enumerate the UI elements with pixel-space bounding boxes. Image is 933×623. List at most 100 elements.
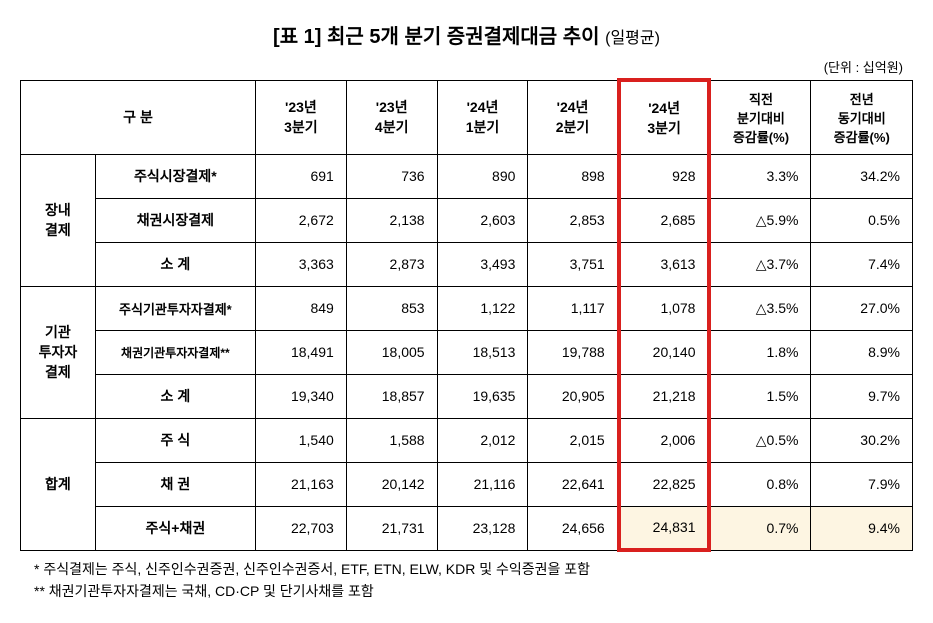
cell: 18,513 — [437, 330, 528, 374]
cell: 7.9% — [811, 462, 913, 506]
table-title: [표 1] 최근 5개 분기 증권결제대금 추이 (일평균) — [20, 20, 913, 49]
header-q5: '24년 3분기 — [619, 80, 710, 154]
cell: 3,363 — [256, 242, 347, 286]
cell: 18,005 — [346, 330, 437, 374]
cell: 3,751 — [528, 242, 619, 286]
row-label: 주식시장결제* — [95, 154, 255, 198]
table-row: 소 계 3,363 2,873 3,493 3,751 3,613 △3.7% … — [21, 242, 913, 286]
group-total: 합계 — [21, 418, 96, 550]
row-label: 소 계 — [95, 374, 255, 418]
header-q4: '24년 2분기 — [528, 80, 619, 154]
cell: 19,788 — [528, 330, 619, 374]
cell: 2,853 — [528, 198, 619, 242]
cell: 21,116 — [437, 462, 528, 506]
cell: 2,015 — [528, 418, 619, 462]
cell: 1,122 — [437, 286, 528, 330]
header-category: 구 분 — [21, 80, 256, 154]
header-q1: '23년 3분기 — [256, 80, 347, 154]
group-institutional: 기관 투자자 결제 — [21, 286, 96, 418]
row-label: 채 권 — [95, 462, 255, 506]
row-label: 소 계 — [95, 242, 255, 286]
cell: 736 — [346, 154, 437, 198]
cell: 18,857 — [346, 374, 437, 418]
cell: 691 — [256, 154, 347, 198]
footnote-1: * 주식결제는 주식, 신주인수권증권, 신주인수권증서, ETF, ETN, … — [34, 558, 913, 580]
row-label: 주식기관투자자결제* — [95, 286, 255, 330]
cell: 21,731 — [346, 506, 437, 550]
table-row: 소 계 19,340 18,857 19,635 20,905 21,218 1… — [21, 374, 913, 418]
cell: 2,012 — [437, 418, 528, 462]
cell-highlight: 20,140 — [619, 330, 710, 374]
cell: 890 — [437, 154, 528, 198]
row-label: 채권기관투자자결제** — [95, 330, 255, 374]
group-onexchange: 장내 결제 — [21, 154, 96, 286]
table-row: 채권기관투자자결제** 18,491 18,005 18,513 19,788 … — [21, 330, 913, 374]
title-sub: (일평균) — [605, 30, 660, 47]
cell-highlight: 3,613 — [619, 242, 710, 286]
cell-highlight: 2,685 — [619, 198, 710, 242]
cell: △5.9% — [709, 198, 810, 242]
cell: 30.2% — [811, 418, 913, 462]
cell: 1,117 — [528, 286, 619, 330]
cell: 9.7% — [811, 374, 913, 418]
header-q3: '24년 1분기 — [437, 80, 528, 154]
title-main: [표 1] 최근 5개 분기 증권결제대금 추이 — [273, 26, 600, 48]
cell: 1.5% — [709, 374, 810, 418]
header-q2: '23년 4분기 — [346, 80, 437, 154]
cell: 34.2% — [811, 154, 913, 198]
cell: 853 — [346, 286, 437, 330]
cell: 1,588 — [346, 418, 437, 462]
cell-highlight-total: 24,831 — [619, 506, 710, 550]
table-row: 합계 주 식 1,540 1,588 2,012 2,015 2,006 △0.… — [21, 418, 913, 462]
cell: 0.8% — [709, 462, 810, 506]
cell-highlight: 21,218 — [619, 374, 710, 418]
cell-highlight: 22,825 — [619, 462, 710, 506]
cell: 23,128 — [437, 506, 528, 550]
table-row: 채권시장결제 2,672 2,138 2,603 2,853 2,685 △5.… — [21, 198, 913, 242]
cell: 1.8% — [709, 330, 810, 374]
header-qoq: 직전 분기대비 증감률(%) — [709, 80, 810, 154]
row-label: 주 식 — [95, 418, 255, 462]
row-label: 채권시장결제 — [95, 198, 255, 242]
unit-label: (단위 : 십억원) — [20, 57, 913, 76]
settlement-table: 구 분 '23년 3분기 '23년 4분기 '24년 1분기 '24년 2분기 … — [20, 78, 913, 552]
footnote-2: ** 채권기관투자자결제는 국채, CD·CP 및 단기사채를 포함 — [34, 580, 913, 602]
table-row: 기관 투자자 결제 주식기관투자자결제* 849 853 1,122 1,117… — [21, 286, 913, 330]
cell-highlight: 2,006 — [619, 418, 710, 462]
cell: 3,493 — [437, 242, 528, 286]
footnotes: * 주식결제는 주식, 신주인수권증권, 신주인수권증서, ETF, ETN, … — [20, 558, 913, 603]
cell: 0.5% — [811, 198, 913, 242]
cell: 2,873 — [346, 242, 437, 286]
cell: 19,635 — [437, 374, 528, 418]
cell: 2,138 — [346, 198, 437, 242]
cell: △0.5% — [709, 418, 810, 462]
cell: 24,656 — [528, 506, 619, 550]
cell: 20,142 — [346, 462, 437, 506]
table-row: 장내 결제 주식시장결제* 691 736 890 898 928 3.3% 3… — [21, 154, 913, 198]
cell: 849 — [256, 286, 347, 330]
cell-highlight: 1,078 — [619, 286, 710, 330]
cell: 20,905 — [528, 374, 619, 418]
cell: 27.0% — [811, 286, 913, 330]
header-yoy: 전년 동기대비 증감률(%) — [811, 80, 913, 154]
cell: 18,491 — [256, 330, 347, 374]
cell: 1,540 — [256, 418, 347, 462]
cell: 2,603 — [437, 198, 528, 242]
cell: 2,672 — [256, 198, 347, 242]
cell-highlight-total: 0.7% — [709, 506, 810, 550]
cell: 21,163 — [256, 462, 347, 506]
cell: 22,641 — [528, 462, 619, 506]
row-label: 주식+채권 — [95, 506, 255, 550]
cell: △3.7% — [709, 242, 810, 286]
cell: △3.5% — [709, 286, 810, 330]
table-row-total: 주식+채권 22,703 21,731 23,128 24,656 24,831… — [21, 506, 913, 550]
cell: 898 — [528, 154, 619, 198]
cell-highlight: 928 — [619, 154, 710, 198]
cell: 19,340 — [256, 374, 347, 418]
cell-highlight-total: 9.4% — [811, 506, 913, 550]
table-row: 채 권 21,163 20,142 21,116 22,641 22,825 0… — [21, 462, 913, 506]
cell: 22,703 — [256, 506, 347, 550]
cell: 7.4% — [811, 242, 913, 286]
cell: 8.9% — [811, 330, 913, 374]
cell: 3.3% — [709, 154, 810, 198]
